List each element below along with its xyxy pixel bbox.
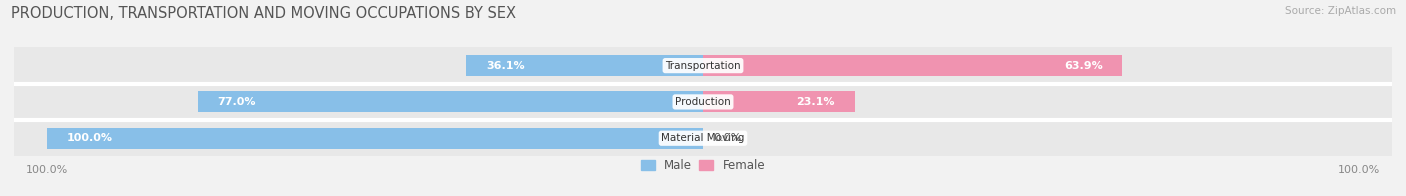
Text: 36.1%: 36.1% [486,61,524,71]
Legend: Male, Female: Male, Female [641,160,765,172]
Text: 63.9%: 63.9% [1064,61,1102,71]
Bar [703,91,855,113]
Bar [467,55,703,76]
Bar [703,55,1122,76]
Text: Transportation: Transportation [665,61,741,71]
Text: 77.0%: 77.0% [218,97,256,107]
Text: Production: Production [675,97,731,107]
Bar [46,128,703,149]
Bar [198,91,703,113]
Text: 100.0%: 100.0% [66,133,112,143]
Bar [14,47,1392,84]
Text: 23.1%: 23.1% [796,97,835,107]
Text: Material Moving: Material Moving [661,133,745,143]
Text: Source: ZipAtlas.com: Source: ZipAtlas.com [1285,6,1396,16]
Bar [14,84,1392,120]
Bar [14,120,1392,156]
Text: 0.0%: 0.0% [713,133,741,143]
Text: PRODUCTION, TRANSPORTATION AND MOVING OCCUPATIONS BY SEX: PRODUCTION, TRANSPORTATION AND MOVING OC… [11,6,516,21]
